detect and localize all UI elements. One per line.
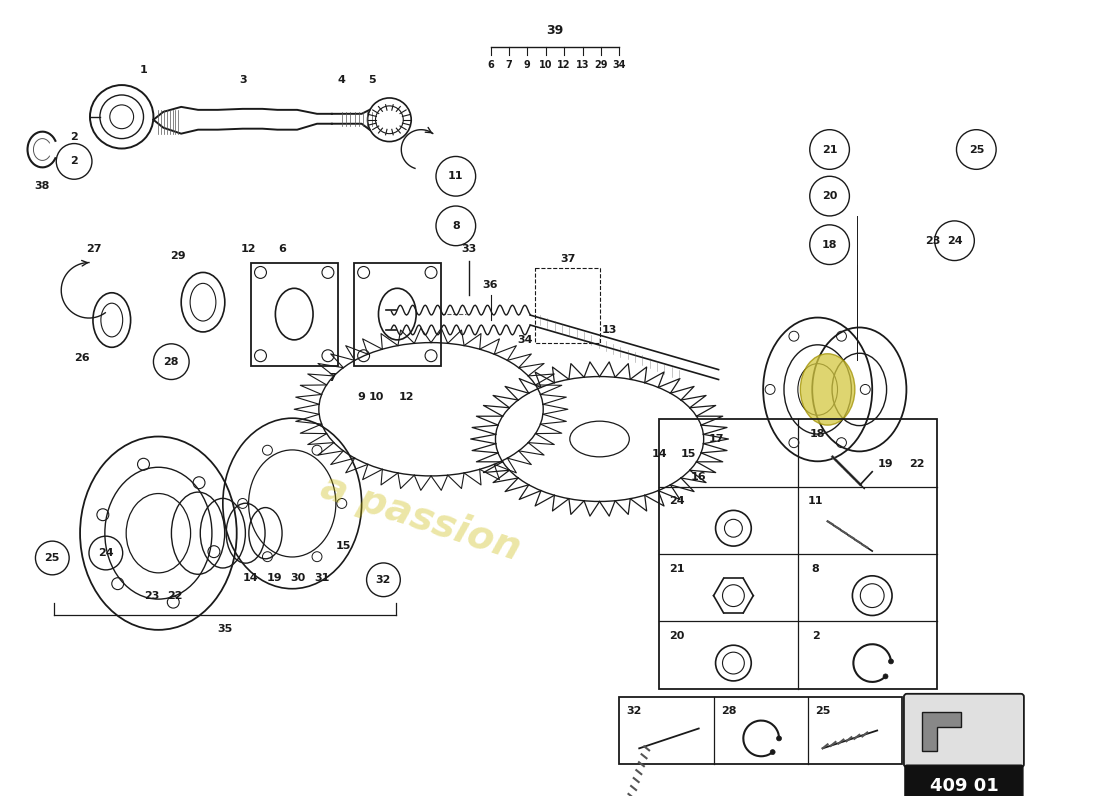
Text: 7: 7 — [328, 373, 336, 382]
Text: 2: 2 — [70, 132, 78, 142]
Text: 12: 12 — [558, 60, 571, 70]
Text: 22: 22 — [167, 590, 183, 601]
Text: 26: 26 — [74, 353, 90, 362]
Text: 24: 24 — [98, 548, 113, 558]
Text: 34: 34 — [613, 60, 626, 70]
Circle shape — [770, 750, 776, 754]
Text: 13: 13 — [602, 325, 617, 335]
Text: 14: 14 — [651, 449, 667, 459]
Text: 10: 10 — [539, 60, 552, 70]
Text: 29: 29 — [594, 60, 607, 70]
Text: 18: 18 — [810, 429, 825, 439]
Text: 28: 28 — [164, 357, 179, 366]
Text: 15: 15 — [681, 449, 696, 459]
Text: 11: 11 — [808, 497, 824, 506]
Text: 4: 4 — [338, 75, 345, 85]
Ellipse shape — [801, 354, 855, 425]
Bar — [251, 262, 338, 366]
Text: 28: 28 — [720, 706, 736, 716]
Text: 34: 34 — [517, 335, 534, 345]
Text: 10: 10 — [368, 392, 384, 402]
Text: 36: 36 — [483, 280, 498, 290]
Bar — [535, 269, 600, 343]
Text: 29: 29 — [170, 250, 186, 261]
Circle shape — [777, 736, 781, 741]
Text: 11: 11 — [448, 171, 463, 182]
Polygon shape — [922, 712, 961, 751]
Text: 8: 8 — [812, 564, 820, 574]
FancyBboxPatch shape — [904, 694, 1024, 767]
Text: 409 01: 409 01 — [930, 777, 999, 795]
Bar — [619, 697, 902, 764]
Text: 38: 38 — [35, 181, 51, 191]
Text: 20: 20 — [822, 191, 837, 201]
Text: 23: 23 — [925, 236, 940, 246]
Text: 25: 25 — [969, 145, 984, 154]
Text: 39: 39 — [547, 24, 563, 37]
Text: 16: 16 — [691, 472, 706, 482]
Text: 15: 15 — [337, 541, 352, 551]
Text: 21: 21 — [669, 564, 684, 574]
FancyBboxPatch shape — [905, 765, 1023, 800]
Text: 5: 5 — [367, 75, 375, 85]
Text: 13: 13 — [575, 60, 590, 70]
Text: 19: 19 — [266, 573, 283, 583]
Text: 3: 3 — [239, 75, 246, 85]
Text: 35: 35 — [217, 624, 232, 634]
Text: 21: 21 — [822, 145, 837, 154]
Text: 9: 9 — [524, 60, 530, 70]
Text: a passion: a passion — [317, 468, 526, 569]
Text: 1: 1 — [140, 65, 147, 75]
Text: 9: 9 — [358, 392, 365, 402]
Text: 19: 19 — [878, 458, 893, 469]
Text: 32: 32 — [376, 574, 392, 585]
Text: 2: 2 — [70, 157, 78, 166]
Text: 23: 23 — [144, 590, 159, 601]
Text: 30: 30 — [290, 573, 306, 583]
Text: 32: 32 — [627, 706, 642, 716]
Text: 37: 37 — [560, 254, 575, 263]
Text: 25: 25 — [815, 706, 830, 716]
Text: 6: 6 — [278, 244, 286, 254]
Text: 7: 7 — [506, 60, 513, 70]
Text: 8: 8 — [452, 221, 460, 231]
Circle shape — [889, 659, 893, 664]
Text: 24: 24 — [947, 236, 962, 246]
Text: 33: 33 — [461, 244, 476, 254]
Text: 18: 18 — [822, 240, 837, 250]
Text: 2: 2 — [812, 631, 820, 642]
Text: 6: 6 — [487, 60, 494, 70]
Text: 17: 17 — [708, 434, 724, 444]
Text: 20: 20 — [669, 631, 684, 642]
Text: 14: 14 — [243, 573, 258, 583]
Circle shape — [883, 674, 888, 679]
Text: 25: 25 — [45, 553, 60, 563]
Text: 31: 31 — [315, 573, 330, 583]
Text: 12: 12 — [241, 244, 256, 254]
Bar — [354, 262, 441, 366]
Text: 27: 27 — [86, 244, 101, 254]
Text: 24: 24 — [669, 497, 684, 506]
Text: 22: 22 — [909, 458, 925, 469]
Bar — [659, 419, 937, 689]
Text: 12: 12 — [398, 392, 414, 402]
